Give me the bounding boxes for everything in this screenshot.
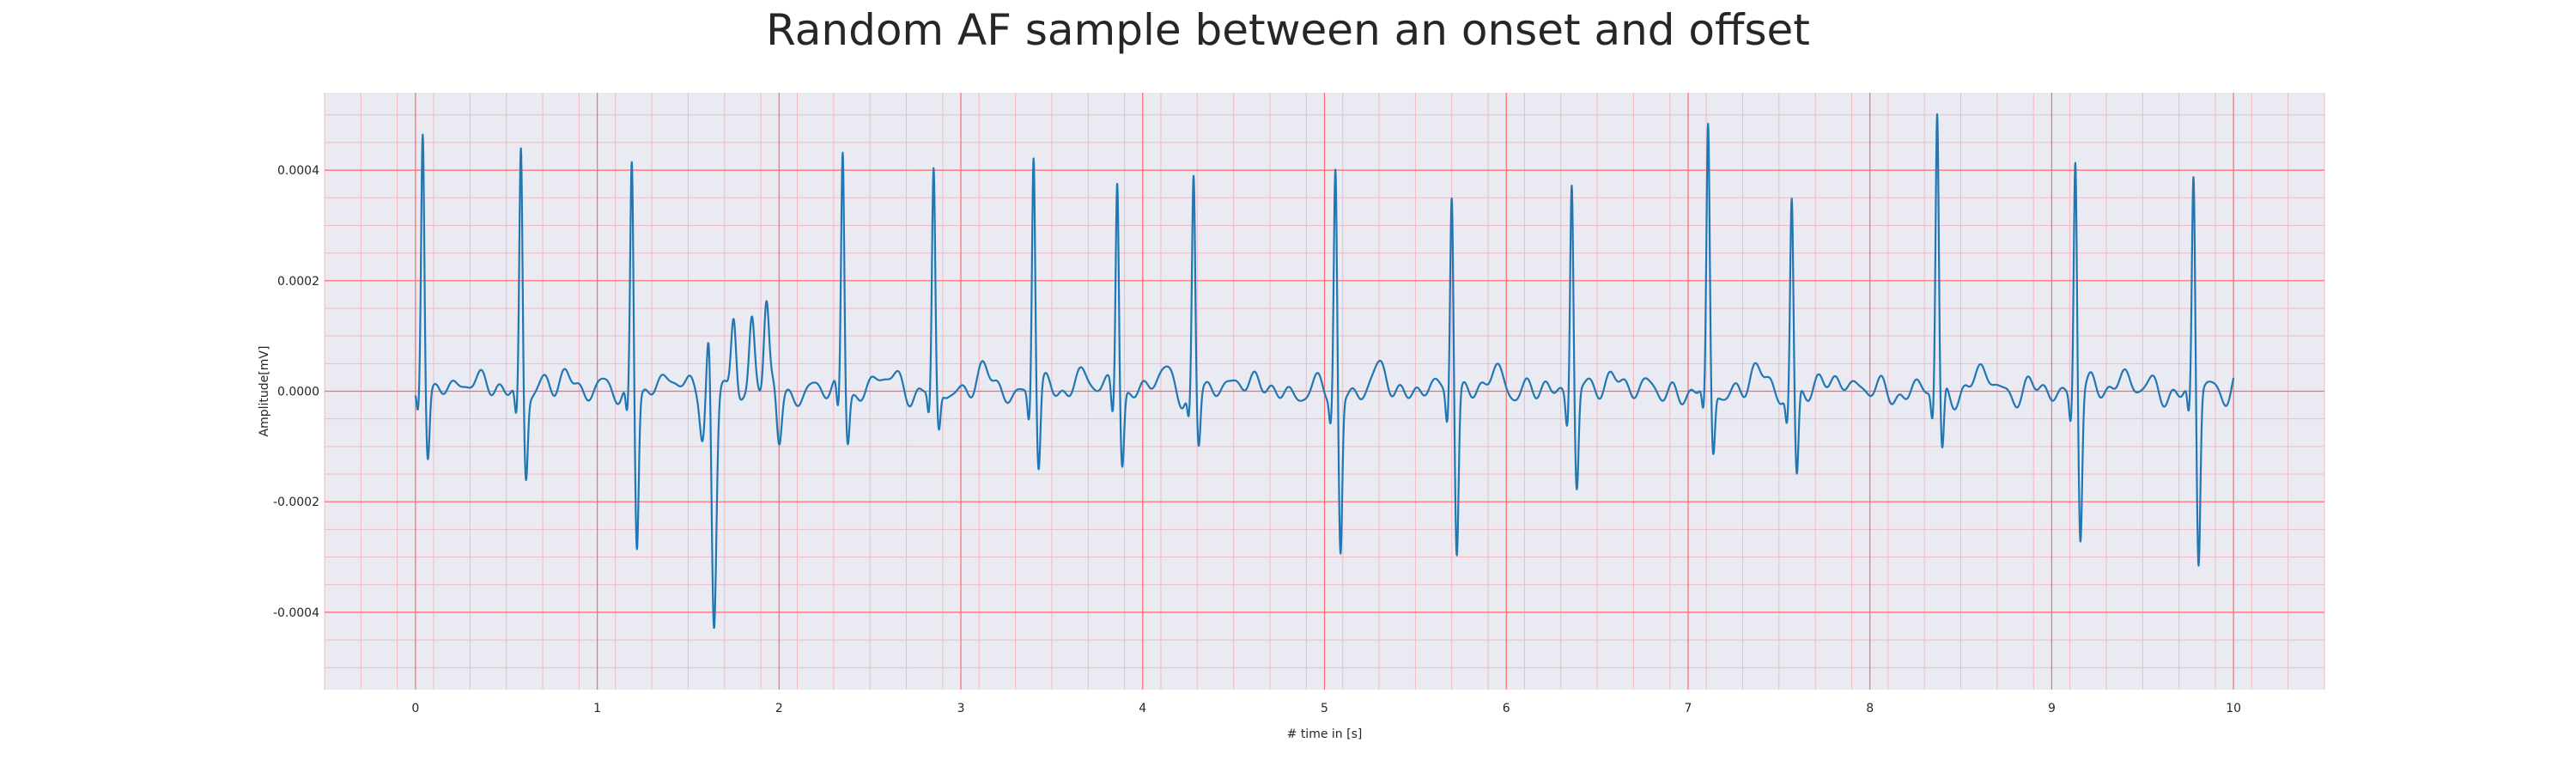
x-tick-label: 8 [1866, 702, 1874, 715]
x-tick-label: 1 [593, 702, 601, 715]
x-tick-label: 0 [411, 702, 419, 715]
x-tick-label: 9 [2048, 702, 2056, 715]
ecg-signal-line [414, 113, 2235, 630]
x-axis-ticks: 0 1 2 3 4 5 6 7 8 9 10 [411, 702, 2241, 715]
y-tick-label: 0.0004 [277, 164, 319, 178]
x-tick-label: 2 [775, 702, 783, 715]
x-tick-label: 6 [1503, 702, 1510, 715]
chart-title: Random AF sample between an onset and of… [766, 5, 1810, 55]
y-tick-label: -0.0004 [273, 606, 319, 620]
x-tick-label: 10 [2226, 702, 2241, 715]
y-axis-ticks: 0.0004 0.0002 0.0000 -0.0002 -0.0004 [273, 164, 319, 620]
x-axis-label: # time in [s] [1287, 727, 1363, 741]
y-axis-label: Amplitude[mV] [258, 346, 271, 437]
x-tick-label: 4 [1139, 702, 1146, 715]
y-tick-label: 0.0002 [277, 275, 319, 289]
x-tick-label: 5 [1321, 702, 1328, 715]
y-tick-label: -0.0002 [273, 496, 319, 509]
major-grid [325, 93, 2324, 690]
x-tick-label: 7 [1684, 702, 1692, 715]
x-tick-label: 3 [957, 702, 965, 715]
y-tick-label: 0.0000 [277, 386, 319, 399]
